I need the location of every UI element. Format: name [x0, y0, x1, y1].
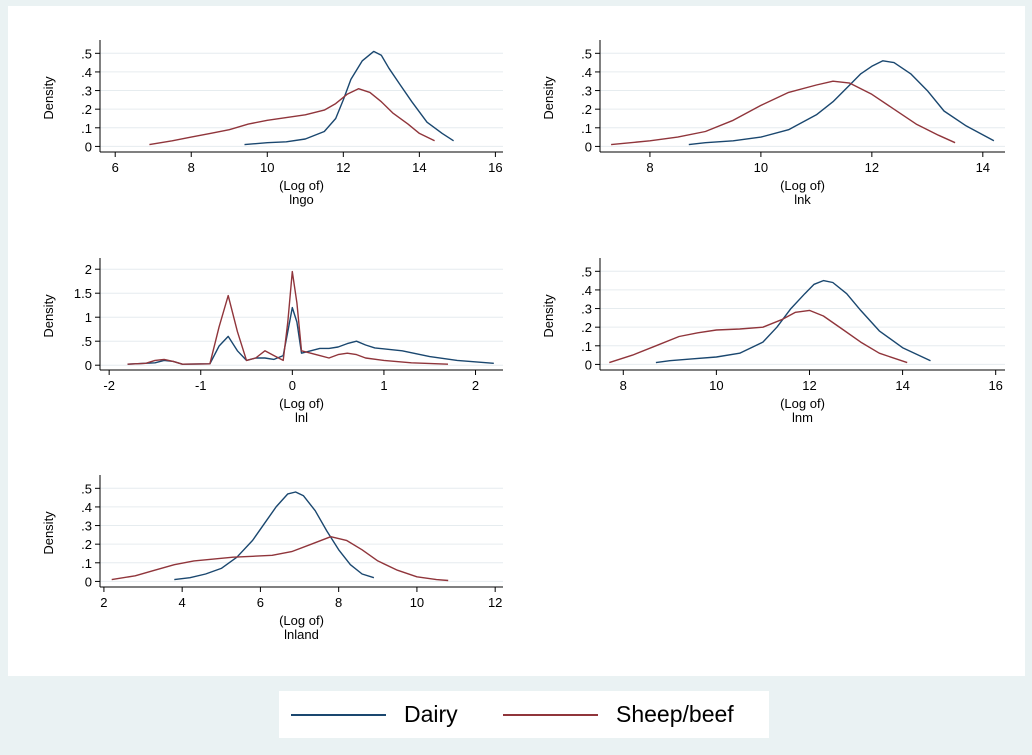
y-tick-label: .3: [81, 84, 92, 99]
y-tick-label: .1: [581, 339, 592, 354]
x-tick-label: 12: [336, 160, 350, 175]
y-tick-label: .4: [81, 65, 92, 80]
x-tick-label: 12: [802, 378, 816, 393]
x-tick-label: 16: [488, 160, 502, 175]
x-tick-label: 10: [754, 160, 768, 175]
series-line-dairy: [655, 279, 931, 364]
x-tick-label: 10: [260, 160, 274, 175]
x-tick-label: -2: [103, 378, 115, 393]
y-tick-label: 0: [85, 574, 92, 589]
x-tick-label: 8: [620, 378, 627, 393]
y-tick-label: .1: [81, 121, 92, 136]
legend-item-sheepbeef: Sheep/beef: [503, 691, 734, 738]
x-tick-label: 8: [188, 160, 195, 175]
series-line-dairy: [244, 50, 454, 146]
y-tick-label: 2: [85, 262, 92, 277]
y-tick-label: 1.5: [74, 286, 92, 301]
y-tick-label: .5: [81, 334, 92, 349]
x-tick-label: 6: [112, 160, 119, 175]
legend: Dairy Sheep/beef: [279, 691, 769, 738]
y-tick-label: .3: [581, 84, 592, 99]
y-tick-label: .2: [81, 102, 92, 117]
x-tick-label: 14: [412, 160, 426, 175]
x-tick-label: 16: [988, 378, 1002, 393]
x-tick-label: 1: [380, 378, 387, 393]
x-tick-label: 2: [472, 378, 479, 393]
legend-swatch-sheepbeef: [503, 713, 598, 716]
y-tick-label: .2: [81, 537, 92, 552]
series-line-sheepbeef: [609, 309, 908, 364]
x-tick-label: 14: [976, 160, 990, 175]
y-tick-label: 0: [85, 358, 92, 373]
chart-panel-lnl: 0 .5 1 1.5 2 -2 -1 0 1 2 Density (Log of)lnl: [41, 258, 503, 425]
y-tick-label: .5: [581, 264, 592, 279]
x-axis-title-line1: (Log of): [279, 396, 324, 411]
x-tick-label: 14: [895, 378, 909, 393]
y-axis-title: Density: [41, 294, 56, 338]
legend-label-sheepbeef: Sheep/beef: [616, 701, 734, 727]
y-tick-label: 0: [585, 139, 592, 154]
series-line-dairy: [174, 491, 375, 581]
chart-panel-lnk: 0 .1 .2 .3 .4 .5 8 10 12 14 Density (Log of)lnk: [541, 40, 1005, 207]
y-axis-title: Density: [41, 511, 56, 555]
series-line-sheepbeef: [111, 536, 449, 582]
x-axis-title-line2: lnland: [284, 627, 319, 642]
y-axis-title: Density: [541, 76, 556, 120]
legend-swatch-dairy: [291, 713, 386, 716]
x-tick-label: 12: [865, 160, 879, 175]
y-tick-label: .4: [581, 65, 592, 80]
x-axis-title-line1: (Log of): [279, 178, 324, 193]
y-tick-label: .2: [581, 102, 592, 117]
y-tick-label: 1: [85, 310, 92, 325]
x-tick-label: 0: [289, 378, 296, 393]
y-axis-title: Density: [41, 76, 56, 120]
x-tick-label: 8: [335, 595, 342, 610]
legend-item-dairy: Dairy: [291, 691, 458, 738]
x-axis-title-line2: lngo: [289, 192, 314, 207]
series-line-sheepbeef: [149, 87, 435, 146]
y-tick-label: .1: [81, 556, 92, 571]
y-tick-label: .3: [581, 302, 592, 317]
y-tick-label: .5: [581, 46, 592, 61]
x-tick-label: 2: [100, 595, 107, 610]
x-axis-title-line2: lnk: [794, 192, 811, 207]
x-axis-title-line1: (Log of): [780, 178, 825, 193]
y-tick-label: .5: [81, 46, 92, 61]
y-axis-title: Density: [541, 294, 556, 338]
x-axis-title-line1: (Log of): [780, 396, 825, 411]
x-axis-title-line2: lnl: [295, 410, 308, 425]
x-tick-label: 4: [179, 595, 186, 610]
series-line-dairy: [688, 60, 995, 146]
chart-panel-lngo: 0 .1 .2 .3 .4 .5 6 8 10 12 14 16 Density (Log of)lngo: [41, 40, 503, 207]
y-tick-label: .5: [81, 481, 92, 496]
x-axis-title-line1: (Log of): [279, 613, 324, 628]
x-tick-label: -1: [195, 378, 207, 393]
x-tick-label: 12: [488, 595, 502, 610]
series-line-sheepbeef: [611, 80, 956, 146]
y-tick-label: .4: [81, 500, 92, 515]
y-tick-label: .2: [581, 320, 592, 335]
y-tick-label: .4: [581, 283, 592, 298]
y-tick-label: .1: [581, 121, 592, 136]
x-tick-label: 8: [646, 160, 653, 175]
series-line-sheepbeef: [127, 270, 449, 365]
chart-panel-lnland: 0 .1 .2 .3 .4 .5 2 4 6 8 10 12 Density (Log of)lnland: [41, 475, 503, 642]
y-tick-label: 0: [585, 357, 592, 372]
x-tick-label: 10: [410, 595, 424, 610]
y-tick-label: .3: [81, 519, 92, 534]
legend-label-dairy: Dairy: [404, 701, 458, 727]
chart-panel-lnm: 0 .1 .2 .3 .4 .5 8 10 12 14 16 Density (Log of)lnm: [541, 258, 1005, 425]
x-tick-label: 10: [709, 378, 723, 393]
y-tick-label: 0: [85, 139, 92, 154]
x-axis-title-line2: lnm: [792, 410, 813, 425]
x-tick-label: 6: [257, 595, 264, 610]
